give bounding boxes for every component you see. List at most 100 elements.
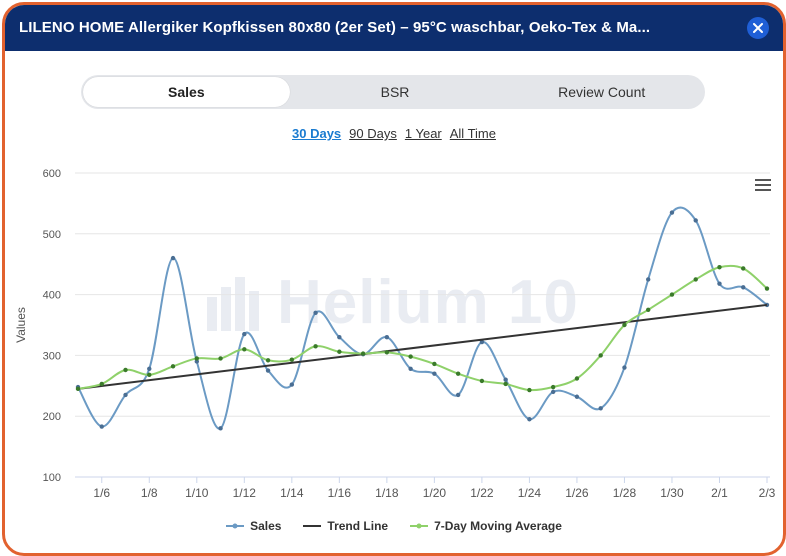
tab-review-count[interactable]: Review Count [558, 84, 646, 100]
x-tick-label: 1/8 [141, 486, 158, 500]
range-all-time[interactable]: All Time [449, 126, 496, 141]
legend-trend-symbol [303, 525, 322, 527]
x-tick-label: 2/3 [759, 486, 776, 500]
sales-point [693, 218, 698, 223]
x-tick-label: 1/22 [470, 486, 494, 500]
x-tick-label: 1/6 [93, 486, 110, 500]
sales-point [622, 365, 627, 370]
moving-average-point [242, 347, 247, 352]
y-tick-label: 100 [43, 472, 61, 484]
range-1-year[interactable]: 1 Year [404, 126, 442, 141]
y-tick-label: 200 [43, 411, 61, 423]
moving-average-point [360, 351, 366, 356]
y-tick-label: 500 [43, 229, 61, 241]
x-tick-label: 1/14 [280, 486, 304, 500]
x-tick-label: 1/12 [233, 486, 257, 500]
tab-sales[interactable]: Sales [83, 77, 290, 107]
moving-average-point [170, 364, 176, 369]
chart-menu-icon[interactable] [755, 179, 771, 193]
trend-line [77, 303, 768, 390]
sales-point [99, 424, 104, 429]
moving-average-point [741, 266, 746, 271]
sales-point [479, 339, 485, 345]
moving-average-point [574, 376, 580, 381]
range-90-days[interactable]: 90 Days [349, 126, 397, 141]
y-axis-title: Values [14, 307, 28, 343]
sales-point [527, 417, 532, 422]
moving-average-point [598, 353, 603, 358]
moving-average-point [384, 350, 390, 355]
legend-label-moving-average: 7-Day Moving Average [434, 519, 562, 533]
moving-average-point [503, 381, 508, 387]
sales-point [170, 255, 176, 261]
legend-sales-symbol [226, 523, 245, 529]
moving-average-point [408, 354, 413, 359]
sales-chart: 100 200 300 400 500 600 1/6 1/8 1/10 1/12 1/14 1/16… [14, 168, 776, 500]
y-tick-label: 600 [43, 168, 61, 180]
chart-legend: Sales Trend Line 7-Day Moving Average [5, 519, 783, 533]
sales-point [550, 389, 556, 395]
close-button[interactable] [747, 17, 769, 39]
moving-average-point [432, 361, 437, 367]
moving-average-point [646, 307, 651, 312]
sales-point [503, 377, 508, 382]
sales-point [147, 366, 152, 371]
sales-point [574, 394, 580, 399]
chart-tabs: Sales BSR Review Count [81, 75, 705, 109]
x-tick-label: 1/28 [613, 486, 637, 500]
legend-item-trend-line[interactable]: Trend Line [303, 519, 388, 533]
sales-point [313, 310, 318, 316]
moving-average-point [455, 371, 461, 376]
y-tick-label: 400 [43, 290, 61, 302]
x-tick-label: 1/16 [328, 486, 352, 500]
sales-point [432, 371, 437, 376]
moving-average-point [717, 265, 722, 270]
sales-point [265, 368, 271, 373]
sales-point [455, 392, 461, 398]
sales-point [337, 334, 342, 340]
sales-point [646, 277, 651, 282]
sales-point [242, 331, 247, 337]
range-selector: 30 Days 90 Days 1 Year All Time [5, 126, 783, 141]
moving-average-point [147, 372, 152, 378]
legend-moving-average-symbol [410, 523, 429, 529]
moving-average-point [99, 381, 104, 387]
tab-bsr[interactable]: BSR [380, 84, 410, 100]
moving-average-point [75, 386, 81, 392]
moving-average-point [527, 387, 532, 393]
sales-point [408, 366, 413, 371]
x-tick-label: 1/24 [518, 486, 542, 500]
moving-average-point [265, 358, 271, 363]
moving-average-point [194, 356, 199, 361]
sales-point [598, 406, 603, 411]
moving-average-point [479, 378, 485, 384]
legend-label-trend-line: Trend Line [327, 519, 389, 533]
modal-header: LILENO HOME Allergiker Kopfkissen 80x80 … [5, 5, 783, 51]
moving-average-point [622, 322, 627, 328]
sales-point [384, 334, 390, 340]
moving-average-point [313, 344, 318, 349]
sales-point [123, 392, 128, 398]
sales-point [218, 426, 223, 431]
moving-average-point [764, 286, 770, 291]
close-icon [753, 23, 763, 33]
moving-average-point [669, 292, 675, 297]
moving-average-point [337, 349, 342, 354]
x-tick-label: 1/30 [660, 486, 684, 500]
x-tick-label: 1/20 [423, 486, 447, 500]
moving-average-point [693, 277, 698, 282]
sales-point [194, 359, 199, 364]
sales-point [669, 210, 675, 215]
moving-average-point [123, 367, 128, 373]
modal-title: LILENO HOME Allergiker Kopfkissen 80x80 … [19, 19, 651, 36]
legend-label-sales: Sales [250, 519, 282, 533]
moving-average-point [550, 384, 556, 390]
sales-point [717, 281, 722, 286]
moving-average-point [218, 356, 223, 361]
legend-item-sales[interactable]: Sales [226, 519, 281, 533]
x-tick-label: 1/18 [375, 486, 399, 500]
range-30-days[interactable]: 30 Days [292, 126, 342, 141]
legend-item-moving-average[interactable]: 7-Day Moving Average [410, 519, 562, 533]
x-tick-label: 1/10 [185, 486, 209, 500]
